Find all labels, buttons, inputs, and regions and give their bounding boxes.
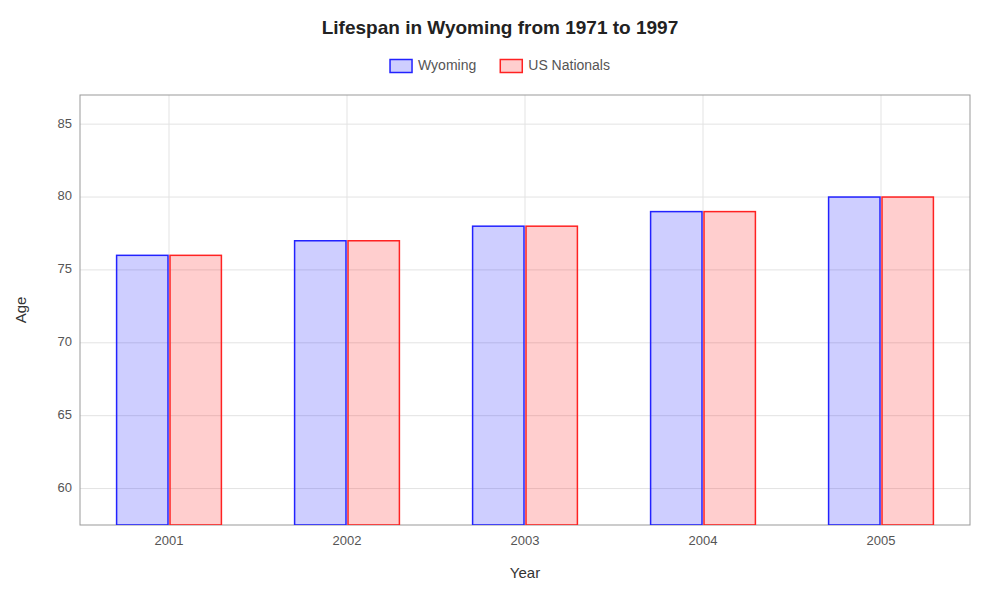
bar <box>348 241 399 525</box>
bar <box>651 212 702 525</box>
legend-item: US Nationals <box>500 57 610 73</box>
bar <box>473 226 524 525</box>
y-tick-label: 65 <box>58 407 72 422</box>
x-tick-label: 2004 <box>689 533 718 548</box>
y-tick-label: 70 <box>58 334 72 349</box>
x-tick-label: 2003 <box>511 533 540 548</box>
plot-frame <box>80 95 970 525</box>
bar <box>117 255 168 525</box>
legend-label: US Nationals <box>528 57 610 73</box>
legend-swatch <box>390 60 412 73</box>
y-tick-label: 60 <box>58 480 72 495</box>
legend-item: Wyoming <box>390 57 476 73</box>
chart-svg: 60 65 70 75 80 85 2001 2002 2003 2004 2005 Lifespan… <box>0 0 1000 600</box>
chart-container: 60 65 70 75 80 85 2001 2002 2003 2004 2005 Lifespan… <box>0 0 1000 600</box>
bar <box>170 255 221 525</box>
bar <box>526 226 577 525</box>
y-tick-label: 75 <box>58 261 72 276</box>
y-axis-label: Age <box>12 297 29 324</box>
x-tick-label: 2001 <box>155 533 184 548</box>
grid <box>80 95 970 525</box>
x-axis-label: Year <box>510 564 540 581</box>
title: Lifespan in Wyoming from 1971 to 1997 <box>322 17 679 38</box>
axes: 60 65 70 75 80 85 2001 2002 2003 2004 2005 <box>58 116 896 548</box>
bar <box>295 241 346 525</box>
bar <box>829 197 880 525</box>
y-tick-label: 80 <box>58 188 72 203</box>
bar <box>704 212 755 525</box>
bars <box>117 197 934 525</box>
x-tick-label: 2002 <box>333 533 362 548</box>
legend-label: Wyoming <box>418 57 476 73</box>
legend-swatch <box>500 60 522 73</box>
legend: Wyoming US Nationals <box>390 57 610 73</box>
bar <box>882 197 933 525</box>
x-tick-label: 2005 <box>867 533 896 548</box>
y-tick-label: 85 <box>58 116 72 131</box>
